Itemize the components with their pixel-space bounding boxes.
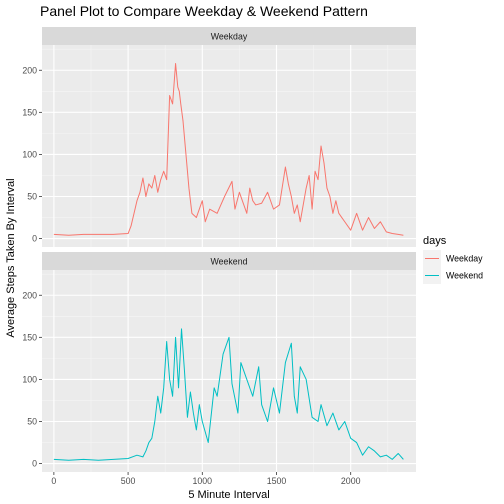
y-tick-label: 50 — [27, 417, 37, 427]
chart-title: Panel Plot to Compare Weekday & Weekend … — [40, 3, 368, 19]
weekday-panel-background — [42, 45, 416, 247]
y-tick-label: 50 — [27, 192, 37, 202]
y-tick-label: 0 — [32, 234, 37, 244]
weekday-strip-label: Weekday — [211, 32, 248, 42]
legend-label-weekday: Weekday — [446, 254, 483, 264]
x-axis: 0 500 1000 1500 2000 — [51, 472, 360, 486]
weekend-panel-background — [42, 270, 416, 472]
weekend-y-axis: 0 50 100 150 200 — [22, 290, 42, 468]
y-axis-title: Average Steps Taken By Interval — [5, 178, 17, 337]
y-tick-label: 100 — [22, 374, 37, 384]
x-axis-title: 5 Minute Interval — [188, 489, 269, 501]
legend-title: days — [423, 235, 447, 247]
y-tick-label: 150 — [22, 107, 37, 117]
x-tick-label: 1000 — [192, 476, 212, 486]
x-tick-label: 1500 — [267, 476, 287, 486]
y-tick-label: 200 — [22, 65, 37, 75]
y-tick-label: 100 — [22, 149, 37, 159]
x-tick-label: 0 — [51, 476, 56, 486]
weekend-strip-label: Weekend — [210, 257, 247, 267]
x-tick-label: 2000 — [341, 476, 361, 486]
weekday-y-axis: 0 50 100 150 200 — [22, 65, 42, 243]
y-tick-label: 150 — [22, 332, 37, 342]
x-tick-label: 500 — [121, 476, 136, 486]
legend-label-weekend: Weekend — [446, 271, 483, 281]
legend: days Weekday Weekend — [423, 235, 483, 284]
y-tick-label: 200 — [22, 290, 37, 300]
y-tick-label: 0 — [32, 459, 37, 469]
